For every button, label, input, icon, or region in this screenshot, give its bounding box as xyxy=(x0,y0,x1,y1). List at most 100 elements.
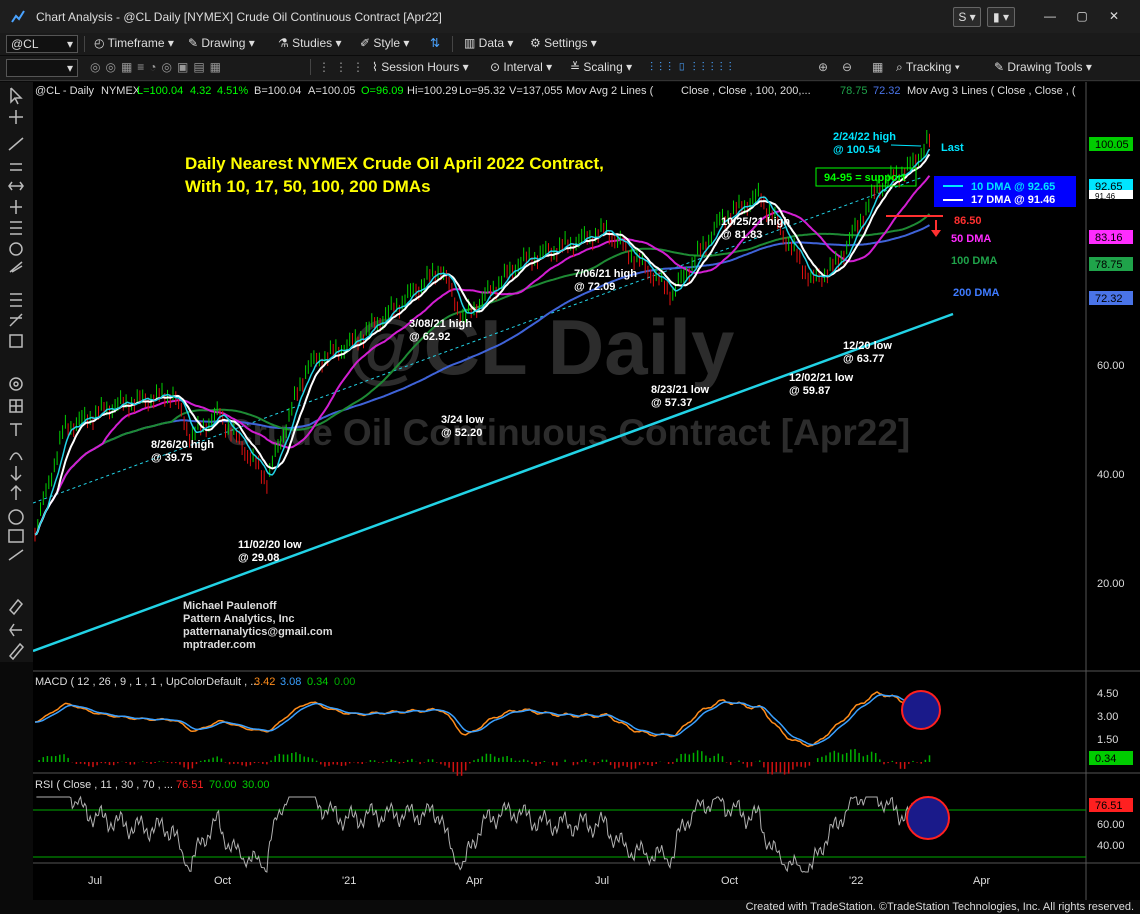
rsi-tag xyxy=(1089,798,1133,812)
chart-svg[interactable]: @CL Daily Crude Oil Continuous Contract … xyxy=(32,82,1140,900)
header-last: L=100.04 xyxy=(137,85,183,97)
x-tick-21: '21 xyxy=(342,875,356,887)
label-12-20-low: 12/20 low xyxy=(843,340,892,352)
watermark-symbol: @CL Daily xyxy=(348,303,735,391)
title-bar: Chart Analysis - @CL Daily [NYMEX] Crude… xyxy=(0,0,1140,34)
drawing-menu[interactable]: ✎ Drawing ▾ xyxy=(188,36,255,50)
watermark-name: Crude Oil Continuous Contract [Apr22] xyxy=(226,412,911,453)
arrow-down-icon[interactable] xyxy=(10,466,22,482)
symbol-input[interactable]: @CL ▾ xyxy=(6,35,78,53)
pitchfork-icon[interactable] xyxy=(9,261,23,273)
credit-line-1: Michael Paulenoff xyxy=(183,600,277,612)
price-tick-17dma: 91.46 xyxy=(1095,192,1116,201)
rectangle-icon[interactable] xyxy=(8,529,24,543)
main-price-plot xyxy=(32,130,954,653)
label-10-25-21-high: 10/25/21 high xyxy=(721,216,790,228)
style-menu[interactable]: ✐ Style ▾ xyxy=(360,36,410,50)
fibonacci-icon[interactable] xyxy=(10,221,22,235)
spiral-icon[interactable] xyxy=(9,242,23,256)
x-tick-oct-21: Oct xyxy=(721,875,738,887)
chart-title-line1: Daily Nearest NYMEX Crude Oil April 2022… xyxy=(185,154,604,173)
ellipse-icon[interactable] xyxy=(8,509,24,525)
label-3-24-low: 3/24 low xyxy=(441,414,484,426)
label-12-20-value: @ 63.77 xyxy=(843,353,884,365)
pointer-icon[interactable] xyxy=(10,87,23,105)
drawing-tools-label: Drawing Tools xyxy=(1007,60,1083,74)
header-high: Hi=100.29 xyxy=(407,85,457,97)
high-pointer-line xyxy=(890,144,922,147)
target-icon[interactable] xyxy=(9,377,23,391)
symbol-value: @CL xyxy=(11,37,39,51)
arrow-horizontal-icon[interactable] xyxy=(8,181,24,191)
ruler-icon[interactable] xyxy=(10,163,22,171)
support-label: 94-95 = support xyxy=(824,172,906,184)
studies-menu[interactable]: ⚗ Studies ▾ xyxy=(278,36,342,50)
bar-style-icons[interactable]: ⫶⫶⫶▯⫶⫶⫶⫶⫶ xyxy=(650,60,738,74)
macd-highlight-circle xyxy=(901,690,941,730)
style-label: Style xyxy=(373,36,401,50)
trendline-icon[interactable] xyxy=(8,137,24,151)
price-axis-background xyxy=(1086,82,1140,900)
table-icon[interactable] xyxy=(9,334,23,348)
label-3-08-21-value: @ 62.92 xyxy=(409,331,450,343)
interval-input[interactable]: ▾ xyxy=(6,59,78,77)
dma10-label: 10 DMA @ 92.65 xyxy=(971,181,1055,193)
pencil-icon[interactable] xyxy=(8,642,25,661)
arc-icon[interactable] xyxy=(9,452,23,461)
arrow-line-icon[interactable] xyxy=(8,549,24,561)
upper-trendline xyxy=(32,176,924,504)
bar-type-icons[interactable]: ⋮⋮⋮ xyxy=(318,60,369,74)
bars-icon[interactable] xyxy=(10,293,22,307)
chart-area[interactable]: @CL Daily Crude Oil Continuous Contract … xyxy=(32,82,1140,900)
label-12-02-21-low: 12/02/21 low xyxy=(789,372,854,384)
data-label: Data xyxy=(478,36,505,50)
price-tick-100dma: 78.75 xyxy=(1095,259,1123,271)
price-header: @CL - Daily NYMEX L=100.04 4.32 4.51% B=… xyxy=(35,85,1076,97)
timeframe-menu[interactable]: ◴ Timeframe ▾ xyxy=(94,36,174,50)
drawing-tools-menu[interactable]: ✎ Drawing Tools ▾ xyxy=(994,60,1092,74)
data-menu[interactable]: ▥ Data ▾ xyxy=(464,36,514,50)
label-3-24-value: @ 52.20 xyxy=(441,427,482,439)
sync-icon[interactable]: ⇅ xyxy=(430,36,441,50)
minimize-icon[interactable]: — xyxy=(1044,9,1056,23)
gann-icon[interactable] xyxy=(9,313,23,327)
chevron-down-icon: ▾ xyxy=(66,61,73,75)
zoom-out-icon[interactable]: ⊖ xyxy=(842,60,853,74)
main-toolbar: @CL ▾ ◴ Timeframe ▾ ✎ Drawing ▾ ⚗ Studies… xyxy=(0,33,1140,55)
rsi-line xyxy=(36,795,930,873)
rsi-value-3: 30.00 xyxy=(242,779,270,791)
rsi-axis-40: 40.00 xyxy=(1097,840,1125,852)
settings-menu[interactable]: ⚙ Settings ▾ xyxy=(530,36,597,50)
interval-menu[interactable]: ⊙ Interval ▾ xyxy=(490,60,553,74)
scaling-menu[interactable]: ≚ Scaling ▾ xyxy=(570,60,633,74)
rsi-label: RSI ( Close , 11 , 30 , 70 , ... xyxy=(35,779,173,791)
grid-icon[interactable]: ▦ xyxy=(872,60,884,74)
label-3-08-21-high: 3/08/21 high xyxy=(409,318,472,330)
grid-tool-icon[interactable] xyxy=(9,399,23,413)
split-icon[interactable] xyxy=(10,200,22,214)
zoom-in-icon[interactable]: ⊕ xyxy=(818,60,829,74)
macd-pane: MACD ( 12 , 26 , 9 , 1 , 1 , UpColorDefa… xyxy=(34,676,1133,776)
chart-tool-icons[interactable]: ◎◎▦≡◔◎▣▤▦ xyxy=(90,60,227,74)
pin-icon[interactable] xyxy=(9,623,22,637)
crosshair-icon[interactable] xyxy=(9,110,23,124)
drawing-label: Drawing xyxy=(201,36,246,50)
arrow-up-icon[interactable] xyxy=(10,484,22,500)
rsi-axis-last: 76.51 xyxy=(1095,800,1123,812)
price-tag-200dma xyxy=(1089,291,1133,305)
label-10-25-21-value: @ 81.83 xyxy=(721,229,762,241)
s-menu-button[interactable]: S ▾ xyxy=(953,7,981,27)
eraser-icon[interactable] xyxy=(8,598,24,616)
link-menu-button[interactable]: ▮ ▾ xyxy=(987,7,1015,27)
label-8-26-20-high: 8/26/20 high xyxy=(151,439,214,451)
price-tick-40: 40.00 xyxy=(1097,469,1125,481)
session-hours-menu[interactable]: ⌇ Session Hours ▾ xyxy=(372,60,469,74)
chart-annotations: Daily Nearest NYMEX Crude Oil April 2022… xyxy=(151,131,1076,651)
text-icon[interactable] xyxy=(10,423,22,436)
maximize-icon[interactable]: ▢ xyxy=(1076,9,1088,23)
tracking-menu[interactable]: ⌕ Tracking ▾ xyxy=(896,60,960,74)
close-icon[interactable]: ✕ xyxy=(1108,9,1120,23)
rsi-value-2: 70.00 xyxy=(209,779,237,791)
macd-label: MACD ( 12 , 26 , 9 , 1 , 1 , UpColorDefa… xyxy=(35,676,259,688)
